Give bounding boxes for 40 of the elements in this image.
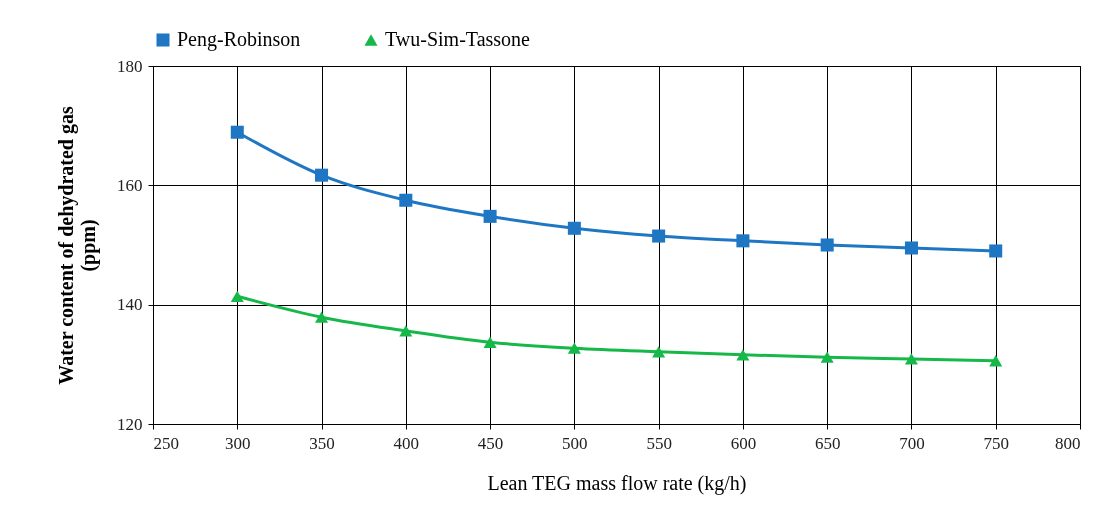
point xyxy=(904,241,918,255)
point xyxy=(652,346,666,358)
x-tick-label: 800 xyxy=(1055,433,1081,453)
point xyxy=(315,311,329,323)
y-tick-label: 120 xyxy=(117,414,143,434)
x-tick-label: 450 xyxy=(477,433,504,453)
x-tick-label: 300 xyxy=(225,433,251,453)
point xyxy=(230,290,244,302)
point xyxy=(989,244,1003,258)
x-tick-label: 500 xyxy=(562,433,588,453)
point xyxy=(399,325,413,337)
x-tick-label: 400 xyxy=(393,433,420,453)
x-tick-label: 700 xyxy=(899,433,925,453)
y-axis-title: Water content of dehydrated gas (ppm) xyxy=(55,106,100,385)
point xyxy=(567,221,581,235)
y-tick-label: 140 xyxy=(117,295,143,315)
x-tick-label: 250 xyxy=(153,433,179,453)
x-tick-label: 750 xyxy=(983,433,1009,453)
y-tick-label: 160 xyxy=(117,175,143,195)
x-tick-label: 650 xyxy=(814,433,841,453)
x-tick-label: 350 xyxy=(309,433,335,453)
point xyxy=(230,125,244,139)
point xyxy=(820,351,834,363)
y-tick-label: 180 xyxy=(117,56,143,76)
x-tick-label: 600 xyxy=(730,433,757,453)
point xyxy=(652,229,666,243)
point xyxy=(315,168,329,182)
point xyxy=(567,342,581,354)
legend-label: Peng-Robinson xyxy=(177,28,301,51)
point xyxy=(904,353,918,365)
x-axis-title: Lean TEG mass flow rate (kg/h) xyxy=(487,471,747,495)
point xyxy=(989,355,1003,367)
point xyxy=(820,238,834,252)
point xyxy=(483,336,497,348)
point xyxy=(483,209,497,223)
point xyxy=(736,234,750,248)
point xyxy=(736,349,750,361)
legend-label: Twu-Sim-Tassone xyxy=(385,28,531,50)
point xyxy=(399,193,413,207)
x-tick-label: 550 xyxy=(646,433,672,453)
